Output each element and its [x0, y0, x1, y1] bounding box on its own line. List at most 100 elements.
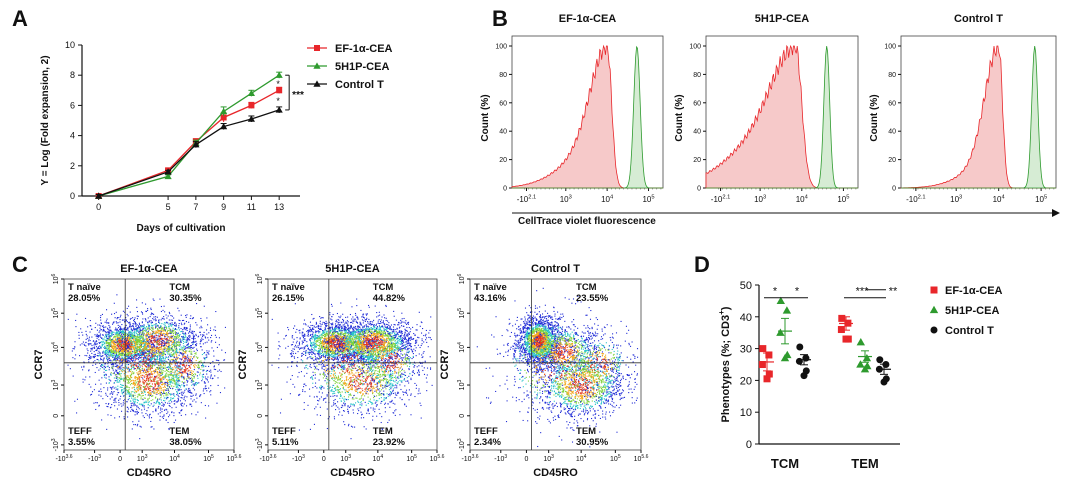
c-cell-dot [133, 355, 135, 357]
c-cell-dot [105, 347, 107, 349]
c-cell-dot [126, 406, 128, 408]
c-cell-dot [183, 386, 185, 388]
c-cell-dot [165, 373, 167, 375]
c-cell-dot [137, 362, 139, 364]
c-cell-dot [163, 382, 165, 384]
c-cell-dot [111, 346, 113, 348]
c-cell-dot [144, 381, 146, 383]
c-cell-dot [182, 356, 184, 358]
c-cell-dot [199, 372, 201, 374]
c-cell-dot [173, 394, 175, 396]
c-cell-dot [95, 346, 98, 348]
c-cell-dot [175, 374, 177, 376]
c-cell-dot [108, 349, 110, 351]
c-cell-dot [122, 337, 124, 339]
c-cell-dot [163, 356, 165, 358]
c-cell-dot [174, 371, 176, 373]
c-cell-dot [157, 390, 159, 392]
c-cell-dot [142, 348, 144, 350]
panel-label-a: A [12, 6, 28, 31]
c-cell-dot [108, 347, 110, 349]
b-y-tick-label: 20 [888, 157, 896, 164]
c-cell-dot [140, 351, 142, 353]
c-cell-dot [199, 343, 201, 345]
c-cell-dot [126, 367, 128, 369]
c-cell-dot [167, 351, 169, 353]
c-cell-dot [135, 323, 137, 325]
c-cell-dot [119, 335, 122, 337]
c-cell-dot [142, 377, 144, 379]
c-cell-dot [186, 359, 188, 361]
c-cell-dot [192, 342, 194, 344]
c-cell-dot [141, 403, 143, 405]
c-cell-dot [150, 343, 152, 346]
c-cell-dot [122, 350, 124, 352]
c-cell-dot [112, 322, 114, 324]
c-cell-dot [162, 366, 164, 368]
c-cell-dot [168, 366, 170, 368]
c-cell-dot [163, 329, 165, 331]
c-cell-dot [148, 392, 150, 394]
c-cell-dot [210, 337, 212, 339]
c-cell-dot [130, 368, 132, 370]
c-cell-dot [208, 353, 210, 355]
c-cell-dot [102, 325, 104, 328]
c-cell-dot [169, 365, 171, 367]
c-cell-dot [170, 393, 172, 395]
c-cell-dot [150, 390, 152, 392]
c-cell-dot [134, 341, 136, 343]
c-cell-dot [171, 377, 173, 379]
c-cell-dot [161, 323, 163, 325]
c-cell-dot [123, 348, 125, 351]
c-cell-dot [174, 363, 176, 365]
c-cell-dot [133, 401, 135, 403]
c-cell-dot [108, 376, 110, 378]
c-cell-dot [189, 350, 191, 352]
c-cell-dot [161, 334, 164, 337]
c-cell-dot [140, 341, 143, 343]
c-cell-dot [104, 321, 106, 323]
c-cell-dot [112, 343, 114, 345]
c-cell-dot [163, 391, 165, 393]
c-cell-dot [205, 354, 207, 356]
c-cell-dot [143, 404, 145, 407]
c-cell-dot [167, 348, 169, 350]
c-cell-dot [181, 371, 183, 373]
c-cell-dot [123, 416, 125, 418]
c-cell-dot [145, 310, 147, 312]
c-cell-dot [123, 350, 126, 352]
c-cell-dot [177, 352, 179, 354]
c-cell-dot [116, 358, 118, 360]
c-cell-dot [80, 328, 82, 330]
c-cell-dot [155, 388, 157, 390]
c-cell-dot [133, 340, 136, 343]
c-cell-dot [99, 341, 101, 344]
c-cell-dot [73, 346, 76, 348]
c-cell-dot [178, 327, 180, 329]
c-cell-dot [119, 352, 121, 354]
c-cell-dot [171, 338, 173, 340]
c-cell-dot [122, 367, 124, 369]
b-x-tick-label: 105 [837, 194, 849, 204]
c-cell-dot [187, 388, 189, 390]
c-cell-dot [147, 342, 149, 345]
c-cell-dot [199, 331, 201, 333]
c-cell-dot [125, 359, 127, 361]
c-cell-dot [140, 352, 142, 354]
c-cell-dot [128, 340, 130, 342]
c-cell-dot [224, 352, 227, 354]
c-cell-dot [190, 398, 192, 400]
c-cell-dot [162, 350, 165, 353]
c-cell-dot [104, 363, 106, 365]
c-cell-dot [160, 378, 163, 380]
c-cell-dot [134, 351, 137, 353]
c-cell-dot [112, 393, 114, 395]
c-cell-dot [175, 339, 177, 341]
c-cell-dot [172, 367, 174, 369]
c-cell-dot [120, 367, 122, 369]
c-cell-dot [195, 393, 197, 395]
c-cell-dot [163, 305, 165, 307]
c-cell-dot [176, 383, 178, 385]
c-cell-dot [120, 348, 122, 350]
c-cell-dot [169, 360, 171, 362]
